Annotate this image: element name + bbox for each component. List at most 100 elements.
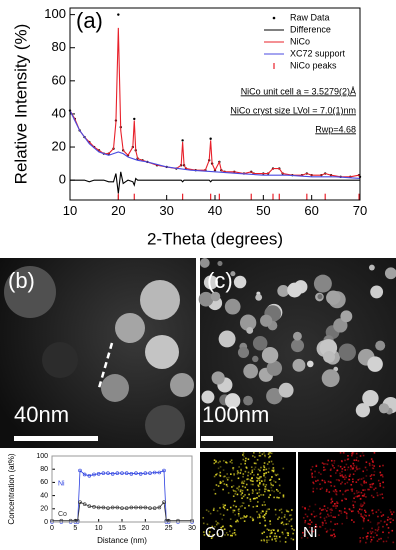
series-line [70, 171, 360, 194]
particle [319, 339, 338, 357]
map-pixel [327, 480, 330, 483]
map-pixel [336, 523, 339, 525]
map-pixel [362, 470, 365, 473]
map-pixel [324, 508, 327, 511]
map-pixel [382, 481, 384, 484]
map-pixel [377, 509, 380, 511]
map-pixel [344, 469, 347, 471]
map-pixel [238, 485, 240, 488]
map-pixel [267, 453, 270, 456]
map-pixel [322, 508, 324, 511]
particle [252, 335, 268, 351]
map-pixel [314, 476, 316, 478]
map-background [200, 452, 296, 550]
map-pixel [232, 467, 235, 469]
map-pixel [319, 526, 322, 528]
map-pixel [241, 505, 243, 507]
map-pixel [316, 487, 318, 490]
map-pixel [358, 494, 361, 497]
map-pixel [344, 490, 347, 493]
map-pixel [244, 462, 246, 465]
map-pixel [370, 538, 373, 541]
map-pixel [268, 529, 270, 531]
map-pixel [238, 508, 240, 510]
map-pixel [347, 489, 349, 492]
map-pixel [369, 475, 372, 477]
map-pixel [290, 525, 293, 527]
map-pixel [220, 526, 222, 529]
map-pixel [207, 535, 210, 537]
map-pixel [346, 468, 349, 471]
map-pixel [233, 473, 235, 475]
map-pixel [331, 509, 333, 512]
map-pixel [276, 473, 279, 476]
map-pixel [251, 477, 253, 479]
map-pixel [319, 483, 321, 485]
particle [101, 374, 129, 402]
map-pixel [222, 469, 225, 471]
map-pixel [333, 485, 336, 488]
legend-label: NiCo [290, 36, 310, 46]
map-pixel [324, 463, 327, 465]
map-pixel [368, 464, 371, 467]
map-pixel [335, 493, 338, 496]
particle [145, 335, 179, 369]
map-pixel [310, 468, 312, 471]
data-point [120, 471, 124, 475]
legend-label: Difference [290, 24, 331, 34]
map-pixel [331, 463, 333, 466]
map-pixel [269, 532, 272, 535]
map-pixel [258, 514, 261, 517]
map-pixel [387, 527, 390, 529]
particle [210, 291, 221, 302]
data-point [115, 505, 120, 510]
map-pixel [262, 515, 265, 518]
map-pixel [256, 497, 258, 499]
map-pixel [247, 478, 249, 480]
map-pixel [242, 475, 244, 478]
particle [4, 266, 56, 318]
map-pixel [254, 497, 256, 500]
map-pixel [224, 504, 227, 507]
map-pixel [215, 484, 218, 486]
y-tick-label: 0 [59, 172, 66, 187]
legend-label: NiCo peaks [290, 60, 337, 70]
map-pixel [326, 507, 329, 509]
map-pixel [333, 462, 336, 464]
map-pixel [363, 480, 366, 482]
map-pixel [232, 467, 234, 469]
data-point [96, 505, 101, 510]
map-pixel [233, 474, 235, 476]
map-pixel [270, 483, 273, 486]
map-pixel [262, 494, 265, 496]
map-pixel [376, 529, 379, 532]
map-pixel [254, 489, 257, 491]
y-tick-label: 80 [52, 39, 66, 54]
map-pixel [256, 459, 259, 461]
map-pixel [272, 463, 274, 465]
map-pixel [222, 480, 224, 483]
data-point [134, 505, 138, 510]
map-pixel [355, 459, 358, 461]
map-pixel [207, 510, 210, 513]
map-pixel [241, 492, 244, 494]
map-pixel [233, 490, 235, 492]
map-pixel [260, 494, 262, 496]
map-pixel [360, 503, 362, 505]
particle [140, 280, 180, 320]
map-pixel [337, 514, 340, 516]
map-pixel [387, 536, 389, 539]
map-pixel [268, 539, 270, 542]
map-pixel [238, 510, 240, 513]
map-pixel [232, 511, 234, 514]
map-pixel [355, 465, 358, 468]
map-pixel [270, 486, 273, 489]
map-pixel [215, 520, 217, 523]
map-pixel [251, 489, 254, 491]
map-pixel [278, 509, 281, 512]
particle [340, 310, 353, 323]
map-pixel [358, 512, 360, 514]
map-pixel [362, 504, 364, 506]
particle [355, 403, 370, 418]
map-pixel [248, 504, 250, 507]
